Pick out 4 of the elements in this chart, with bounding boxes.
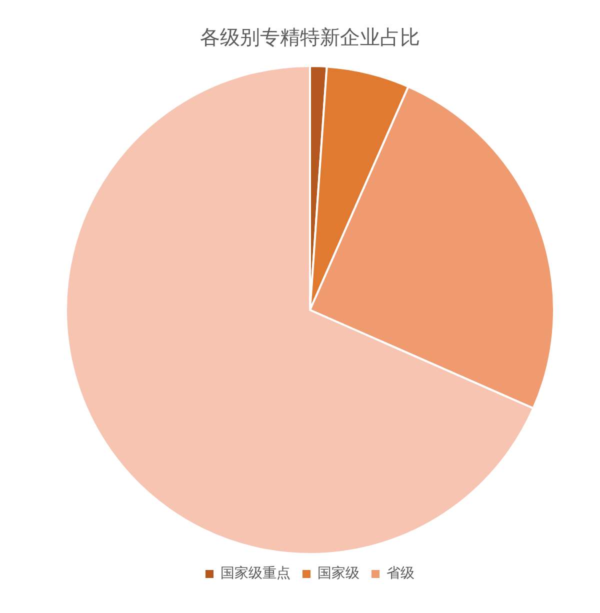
chart-title: 各级别专精特新企业占比 <box>200 25 420 50</box>
legend-label: 省级 <box>386 566 414 582</box>
legend-label: 国家级重点 <box>220 566 290 582</box>
legend-label: 国家级 <box>318 566 360 582</box>
